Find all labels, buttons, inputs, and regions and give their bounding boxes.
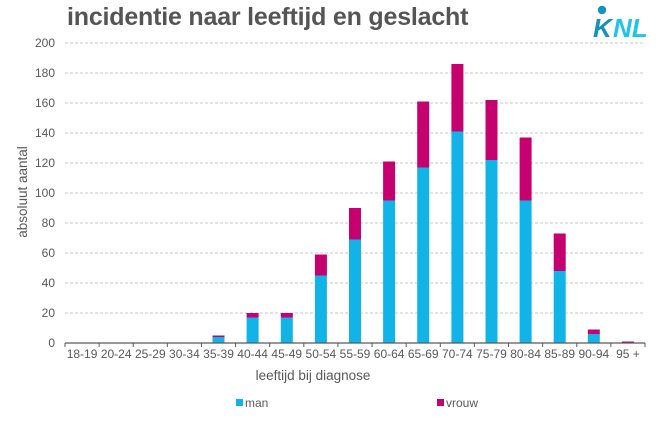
legend-label-vrouw: vrouw <box>446 396 478 410</box>
bar-vrouw <box>314 254 327 276</box>
legend-label-man: man <box>245 396 268 410</box>
x-tick-label: 75-79 <box>476 347 507 361</box>
bar-man <box>553 271 566 343</box>
x-axis <box>64 342 646 347</box>
legend-swatch-vrouw <box>437 399 444 406</box>
x-axis-tick-labels: 18-19 20-24 25-29 30-34 35-39 40-44 45-49 50-54… <box>67 347 640 361</box>
legend-swatch-man <box>236 399 243 406</box>
x-tick-label: 85-89 <box>544 347 575 361</box>
bar-man <box>314 275 327 343</box>
y-tick-label: 180 <box>35 66 55 80</box>
bars <box>212 64 634 343</box>
logo-dot <box>597 5 607 15</box>
bar-man <box>587 334 600 343</box>
x-tick-label: 90-94 <box>578 347 609 361</box>
x-tick-label: 18-19 <box>67 347 98 361</box>
x-tick-label: 70-74 <box>442 347 473 361</box>
x-tick-label: 55-59 <box>340 347 371 361</box>
bar-man <box>485 160 498 343</box>
bar-man <box>383 200 396 343</box>
y-tick-label: 0 <box>48 336 55 350</box>
y-axis-title: absoluut aantal <box>15 146 30 238</box>
x-tick-label: 65-69 <box>408 347 439 361</box>
x-tick-label: 50-54 <box>306 347 337 361</box>
bar-vrouw <box>417 101 430 168</box>
logo-text-nl: NL <box>613 13 648 40</box>
y-axis-ticks: 0 20 40 60 80 100 120 140 160 180 200 <box>35 36 55 350</box>
x-tick-label: 25-29 <box>135 347 166 361</box>
y-tick-label: 120 <box>35 156 55 170</box>
bar-vrouw <box>383 161 396 201</box>
x-tick-label: 40-44 <box>237 347 268 361</box>
bar-vrouw <box>246 313 259 318</box>
knl-logo: K NL <box>593 5 648 40</box>
y-tick-label: 20 <box>42 306 56 320</box>
bar-vrouw <box>621 341 634 343</box>
bar-vrouw <box>519 137 532 201</box>
legend: man vrouw <box>236 396 478 410</box>
bar-man <box>417 167 430 343</box>
x-tick-label: 45-49 <box>271 347 302 361</box>
y-tick-label: 80 <box>42 216 56 230</box>
bar-man <box>519 200 532 343</box>
y-tick-label: 200 <box>35 36 55 50</box>
y-tick-label: 40 <box>42 276 56 290</box>
bar-man <box>349 239 361 343</box>
x-tick-label: 60-64 <box>374 347 405 361</box>
bar-vrouw <box>212 335 225 337</box>
x-tick-label: 30-34 <box>169 347 200 361</box>
y-tick-label: 140 <box>35 126 55 140</box>
bar-vrouw <box>485 100 498 160</box>
bar-man <box>451 131 464 343</box>
bar-man <box>280 317 293 343</box>
x-tick-label: 95 + <box>616 347 640 361</box>
bar-vrouw <box>349 208 361 240</box>
bar-vrouw <box>553 233 566 271</box>
y-tick-label: 60 <box>42 246 56 260</box>
bar-man <box>246 317 259 343</box>
y-tick-label: 100 <box>35 186 55 200</box>
bar-vrouw <box>451 64 464 132</box>
bar-vrouw <box>280 313 293 318</box>
bar-vrouw <box>587 329 600 334</box>
x-tick-label: 20-24 <box>101 347 132 361</box>
chart-title: incidentie naar leeftijd en geslacht <box>67 3 469 31</box>
bar-man <box>212 337 225 343</box>
y-tick-label: 160 <box>35 96 55 110</box>
x-tick-label: 35-39 <box>203 347 234 361</box>
logo-text: K <box>593 13 614 40</box>
x-axis-title: leeftijd bij diagnose <box>256 368 371 383</box>
x-tick-label: 80-84 <box>510 347 541 361</box>
